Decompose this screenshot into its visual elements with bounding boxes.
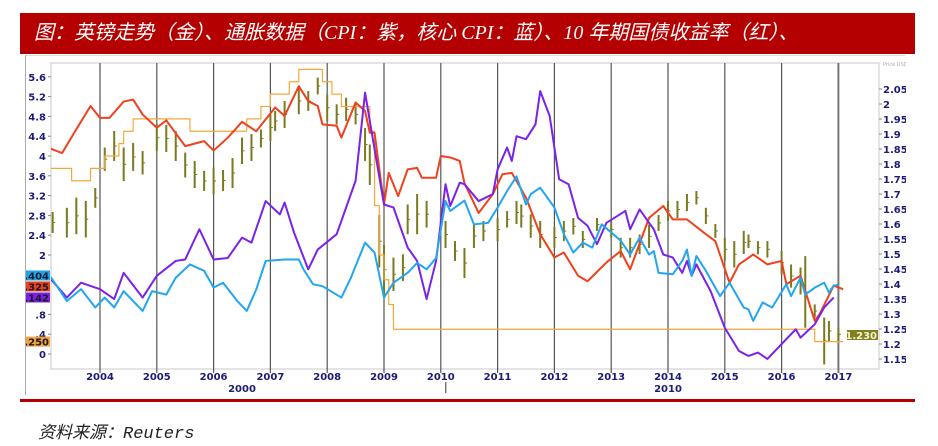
- last-value-badge-text: .325: [26, 282, 49, 293]
- right-axis-label: 1.7: [883, 190, 901, 201]
- right-axis-unit: Price USD: [883, 62, 906, 68]
- last-value-badge: [26, 281, 50, 292]
- chart-svg: 2004 2005 2006 2007 2008 2009 2010 2011 2012 2013…: [26, 62, 906, 395]
- x-tick-label: 2014: [654, 372, 682, 383]
- last-value-badge-text: .142: [26, 293, 49, 304]
- divider: [20, 399, 915, 402]
- x-tick-label: 2012: [540, 372, 568, 383]
- x-tick-label: 2011: [484, 372, 512, 383]
- right-axis-label: 1.15: [883, 355, 906, 366]
- x-tick-label: 2007: [256, 372, 284, 383]
- right-axis-label: 1.2: [883, 340, 901, 351]
- left-axis-label: 5.2: [28, 93, 46, 104]
- right-axis-label: 2: [883, 100, 890, 111]
- series-layer: [51, 68, 844, 365]
- source-note: 资料来源：Reuters: [38, 418, 194, 444]
- series-bank_rate-line: [51, 68, 844, 343]
- last-value-badge-text: .250: [26, 338, 49, 349]
- x-tick-label: 2008: [313, 372, 341, 383]
- last-value-badge: [26, 292, 50, 303]
- right-axis-label: 1.85: [883, 145, 906, 156]
- series-yield_10y-line: [51, 85, 844, 322]
- right-axis-label: 1.4: [883, 280, 901, 291]
- right-axis-label: 1.55: [883, 235, 906, 246]
- left-axis-label: 3.2: [28, 192, 46, 203]
- x-tick-label: 2013: [597, 372, 625, 383]
- x-decade-label: 2000: [228, 384, 256, 395]
- right-axis-label: 1.9: [883, 130, 901, 141]
- left-axis-label: 2: [39, 251, 46, 262]
- x-tick-label: 2004: [86, 372, 114, 383]
- x-decade-label: 2010: [654, 384, 682, 395]
- right-axis-label: 1.95: [883, 115, 906, 126]
- last-value-badge: [26, 270, 50, 281]
- last-value-badge-right-text: 1.230: [845, 331, 877, 342]
- left-axis-label: 5.6: [28, 73, 46, 84]
- source-label: 资料来源：: [38, 423, 123, 442]
- series-core_cpi-line: [51, 175, 839, 322]
- series-cpi-line: [51, 90, 835, 360]
- left-axis-label: 4: [39, 152, 46, 163]
- right-axis-label: 1.6: [883, 220, 901, 231]
- left-axis-label: 3.6: [28, 172, 46, 183]
- right-axis-label: 1.45: [883, 265, 906, 276]
- x-tick-label: 2017: [824, 372, 852, 383]
- last-value-badge-right: [847, 330, 878, 340]
- right-axis-label: 1.35: [883, 295, 906, 306]
- source-name: Reuters: [123, 425, 195, 444]
- x-tick-label: 2005: [143, 372, 171, 383]
- right-axis-label: 1.3: [883, 310, 901, 321]
- right-axis-label: 1.25: [883, 325, 906, 336]
- x-tick-label: 2015: [711, 372, 739, 383]
- plot-area: [50, 62, 880, 370]
- left-axis-label: 4.8: [28, 112, 46, 123]
- chart-title-bar: 图：英镑走势（金）、通胀数据（CPI：紫，核心 CPI：蓝）、10 年期国债收益…: [20, 13, 915, 54]
- left-axis-label: 0: [39, 350, 46, 361]
- x-tick-label: 2006: [200, 372, 228, 383]
- right-axis-label: 1.65: [883, 205, 906, 216]
- left-axis-label: 4.4: [28, 132, 46, 143]
- right-axis-label: 1.5: [883, 250, 901, 261]
- last-value-badge-text: .404: [26, 271, 49, 282]
- right-axis-label: 2.05: [883, 85, 906, 96]
- x-tick-label: 2010: [427, 372, 455, 383]
- right-axis-label: 1.75: [883, 175, 906, 186]
- left-axis-label: .8: [35, 310, 46, 321]
- x-tick-label: 2009: [370, 372, 398, 383]
- left-axis-label: 2.8: [28, 211, 46, 222]
- x-tick-label: 2016: [768, 372, 796, 383]
- left-axis-label: .4: [35, 330, 46, 341]
- last-value-badge: [26, 336, 50, 347]
- chart-panel: 2004 2005 2006 2007 2008 2009 2010 2011 2012 2013…: [25, 55, 906, 395]
- right-axis-label: 1.8: [883, 160, 901, 171]
- left-axis-label: 2.4: [28, 231, 46, 242]
